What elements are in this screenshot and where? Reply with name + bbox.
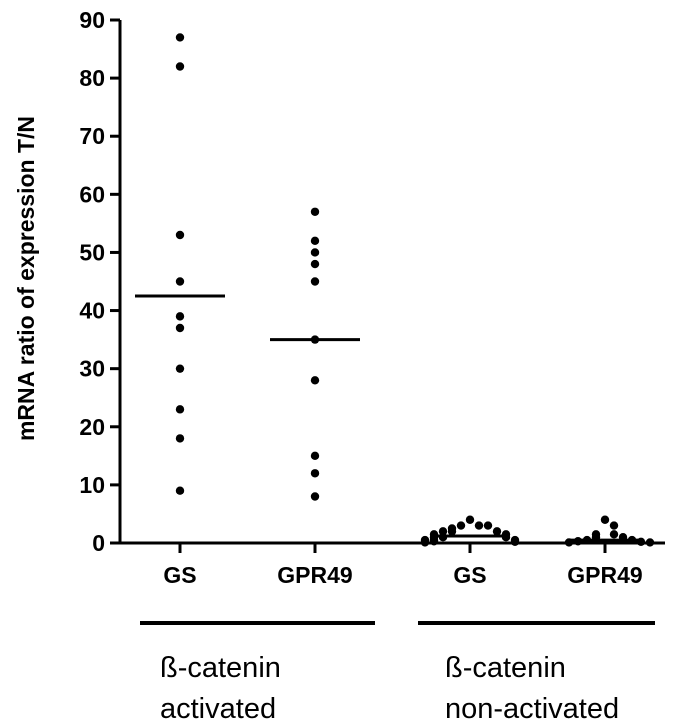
data-point: [310, 469, 320, 478]
data-point: [447, 527, 457, 536]
y-tick-label: 10: [79, 472, 105, 498]
y-tick-label: 30: [79, 356, 105, 382]
data-point: [438, 527, 448, 536]
data-point: [310, 492, 320, 501]
data-point: [175, 62, 185, 71]
data-point: [175, 364, 185, 373]
labels: GS GPR49 GS GPR49 mRNA ratio of expression T…: [13, 116, 655, 725]
data-point: [465, 515, 475, 524]
data-point: [310, 376, 320, 385]
y-tick-label: 50: [79, 239, 105, 265]
group-label-line1: ß-catenin: [445, 652, 566, 684]
data-point: [310, 451, 320, 461]
data-point: [175, 323, 185, 333]
data-point: [420, 538, 430, 547]
x-category-label: GS: [453, 562, 486, 588]
data-point: [310, 277, 320, 286]
data-point: [310, 236, 320, 246]
y-tick-label: 20: [79, 414, 105, 440]
data-point: [609, 521, 619, 530]
data-point: [175, 277, 185, 286]
data-point: [645, 538, 655, 547]
data-point: [175, 230, 185, 240]
group-label-line2: activated: [160, 693, 276, 725]
data-point: [600, 515, 610, 524]
data-point: [483, 521, 493, 530]
data-point: [609, 530, 619, 539]
data-point: [492, 527, 502, 536]
data-point: [175, 33, 185, 42]
data-point: [310, 207, 320, 216]
axes: 0 10 20 30 40 50 60 70 80 90: [79, 7, 665, 556]
group-label-line1: ß-catenin: [160, 652, 281, 684]
data-point: [456, 521, 466, 530]
x-category-label: GPR49: [277, 562, 352, 588]
data-point: [175, 312, 185, 321]
data-point: [175, 434, 185, 443]
y-axis-label: mRNA ratio of expression T/N: [13, 116, 39, 441]
group-label-line2: non-activated: [445, 693, 619, 725]
data-point: [310, 248, 320, 257]
x-category-label: GS: [163, 562, 196, 588]
data-point: [474, 521, 484, 530]
data-point: [175, 405, 185, 414]
data-marks: [135, 33, 655, 547]
data-point: [175, 486, 185, 495]
y-tick-label: 60: [79, 181, 105, 207]
y-tick-label: 70: [79, 123, 105, 149]
y-tick-label: 0: [92, 530, 105, 556]
data-point: [429, 537, 439, 546]
y-tick-label: 40: [79, 298, 105, 324]
data-point: [310, 259, 320, 269]
y-tick-label: 90: [79, 7, 105, 33]
y-tick-label: 80: [79, 65, 105, 91]
data-point: [510, 537, 520, 547]
x-category-label: GPR49: [567, 562, 642, 588]
